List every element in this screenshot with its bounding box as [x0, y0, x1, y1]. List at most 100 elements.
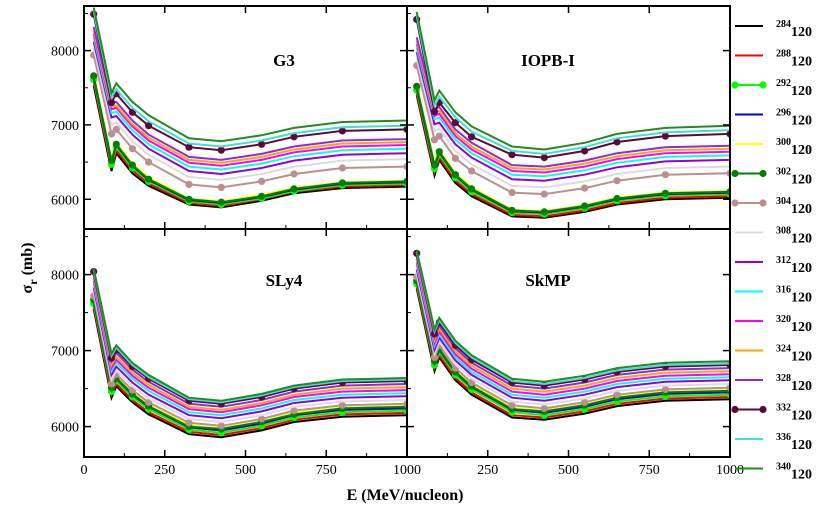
- x-tick-label: 250: [154, 463, 175, 478]
- series-line-324: [92, 277, 407, 411]
- data-point-304: [430, 353, 439, 361]
- axis-labels: E (MeV/nucleon) σr (mb): [19, 243, 463, 504]
- series-line-316: [415, 47, 730, 178]
- legend-label-element: 120: [791, 468, 812, 483]
- series-line-312: [92, 41, 407, 176]
- legend-marker-292: [731, 81, 739, 89]
- legend-label-element: 120: [791, 114, 812, 129]
- y-axis-label-subscript: r: [26, 279, 40, 285]
- legend-label-element: 120: [791, 173, 812, 188]
- legend-label-320: 320120: [776, 314, 812, 335]
- legend-label-284: 284120: [776, 19, 812, 40]
- data-point-302: [581, 202, 589, 210]
- legend-label-300: 300120: [776, 137, 812, 158]
- series-line-308: [92, 291, 407, 424]
- data-point-332: [107, 354, 116, 362]
- legend-entry-324: 324120: [735, 344, 812, 365]
- panel-title: IOPB-I: [521, 51, 575, 70]
- legend-label-element: 120: [791, 409, 812, 424]
- data-point-302: [90, 72, 98, 80]
- data-point-332: [468, 133, 476, 141]
- legend-label-302: 302120: [776, 167, 812, 188]
- data-point-332: [185, 143, 193, 151]
- legend-label-mass-number: 308: [776, 226, 791, 237]
- series-line-308: [415, 57, 730, 189]
- y-axis-label: σr (mb): [19, 243, 40, 294]
- y-tick-label: 7000: [51, 345, 79, 360]
- data-point-304: [107, 380, 116, 388]
- data-point-304: [581, 398, 589, 406]
- legend-entry-312: 312120: [735, 255, 812, 276]
- legend-label-element: 120: [791, 55, 812, 70]
- legend-label-308: 308120: [776, 226, 812, 247]
- data-point-332: [430, 108, 439, 116]
- data-point-304: [290, 407, 298, 415]
- data-point-332: [290, 133, 298, 141]
- legend-entry-284: 284120: [735, 19, 812, 40]
- series-line-328: [92, 274, 407, 408]
- legend-label-element: 120: [791, 143, 812, 158]
- legend-label-328: 328120: [776, 373, 812, 394]
- series-line-320: [92, 280, 407, 414]
- x-tick-label: 750: [316, 463, 337, 478]
- series-group: [413, 249, 730, 421]
- series-line-302: [415, 280, 730, 413]
- legend-label-mass-number: 292: [776, 78, 791, 89]
- legend-label-mass-number: 312: [776, 255, 791, 266]
- x-tick-label: 250: [477, 463, 498, 478]
- data-point-302: [613, 194, 621, 203]
- data-point-302: [290, 185, 298, 193]
- data-point-304: [451, 154, 459, 162]
- series-line-312: [415, 269, 730, 402]
- series-line-336: [92, 269, 407, 404]
- panel-sly4: SLy4: [83, 228, 408, 458]
- legend-entry-336: 336120: [735, 432, 812, 453]
- legend-label-element: 120: [791, 202, 812, 217]
- data-point-332: [338, 127, 346, 135]
- data-point-332: [661, 132, 670, 140]
- legend-label-element: 120: [791, 379, 812, 394]
- y-tick-label: 8000: [51, 269, 79, 284]
- data-point-304: [185, 419, 193, 427]
- legend-label-316: 316120: [776, 285, 812, 306]
- legend-label-296: 296120: [776, 108, 812, 129]
- data-point-332: [145, 122, 153, 130]
- data-point-304: [508, 189, 516, 197]
- legend-label-mass-number: 296: [776, 108, 791, 119]
- y-tick-label: 6000: [51, 193, 79, 208]
- data-point-304: [540, 404, 548, 412]
- y-tick-label: 7000: [51, 119, 79, 134]
- series-line-316: [415, 265, 730, 399]
- legend-marker-302: [731, 169, 739, 178]
- data-point-304: [338, 401, 346, 409]
- series-group: [413, 11, 730, 219]
- data-point-302: [338, 179, 346, 187]
- legend-marker-302: [759, 169, 767, 178]
- data-point-304: [613, 177, 621, 185]
- panel-title: SkMP: [525, 271, 570, 290]
- panel-skmp: SkMP: [406, 228, 731, 458]
- series-group: [90, 268, 407, 439]
- x-tick-label: 0: [81, 463, 88, 478]
- legend-entry-288: 288120: [735, 49, 812, 70]
- data-point-332: [508, 151, 516, 159]
- legend-entry-296: 296120: [735, 108, 812, 129]
- data-point-304: [112, 125, 120, 133]
- legend-marker-304: [759, 199, 767, 207]
- data-point-302: [661, 189, 670, 197]
- legend-label-mass-number: 340: [776, 462, 791, 473]
- legend-label-mass-number: 324: [776, 344, 791, 355]
- panel-title: G3: [273, 51, 295, 70]
- legend-label-element: 120: [791, 261, 812, 276]
- legend-label-336: 336120: [776, 432, 812, 453]
- data-point-304: [128, 145, 136, 153]
- legend-label-element: 120: [791, 291, 812, 306]
- legend-marker-304: [731, 199, 739, 207]
- data-point-304: [145, 158, 153, 166]
- series-line-340: [92, 7, 407, 143]
- legend-label-mass-number: 336: [776, 432, 791, 443]
- legend-label-mass-number: 288: [776, 49, 791, 60]
- series-line-340: [92, 268, 407, 402]
- data-point-332: [258, 140, 266, 148]
- legend-entry-320: 320120: [735, 314, 812, 335]
